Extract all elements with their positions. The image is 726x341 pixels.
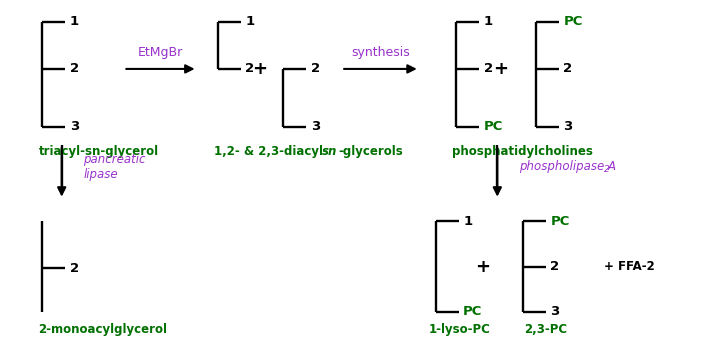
Text: synthesis: synthesis: [351, 46, 409, 59]
Text: 2: 2: [70, 262, 79, 275]
Text: 1: 1: [245, 15, 255, 28]
Text: PC: PC: [550, 215, 570, 228]
Text: +: +: [494, 60, 508, 78]
Text: lipase: lipase: [83, 168, 118, 181]
Text: sn: sn: [322, 145, 337, 158]
Text: +: +: [253, 60, 267, 78]
Text: 2: 2: [70, 62, 79, 75]
Text: triacyl-sn-glycerol: triacyl-sn-glycerol: [38, 145, 158, 158]
Text: 1: 1: [484, 15, 493, 28]
Text: 3: 3: [311, 120, 320, 133]
Text: 2: 2: [563, 62, 573, 75]
Text: 2: 2: [311, 62, 320, 75]
Text: PC: PC: [463, 306, 483, 318]
Text: 3: 3: [550, 306, 560, 318]
Text: phosphatidylcholines: phosphatidylcholines: [452, 145, 593, 158]
Text: PC: PC: [484, 120, 503, 133]
Text: -glycerols: -glycerols: [338, 145, 403, 158]
Text: +: +: [476, 258, 490, 276]
Text: + FFA-2: + FFA-2: [604, 260, 655, 273]
Text: 2-monoacylglycerol: 2-monoacylglycerol: [38, 323, 168, 336]
Text: phospholipase A: phospholipase A: [519, 160, 616, 173]
Text: 1,2- & 2,3-diacyl-: 1,2- & 2,3-diacyl-: [214, 145, 328, 158]
Text: 2: 2: [484, 62, 493, 75]
Text: 1-lyso-PC: 1-lyso-PC: [428, 323, 490, 336]
Text: 3: 3: [70, 120, 79, 133]
Text: 2: 2: [245, 62, 255, 75]
Text: 3: 3: [563, 120, 573, 133]
Text: 1: 1: [463, 215, 473, 228]
Text: 2: 2: [604, 165, 610, 174]
Text: 1: 1: [70, 15, 79, 28]
Text: 2,3-PC: 2,3-PC: [524, 323, 567, 336]
Text: 2: 2: [550, 260, 560, 273]
Text: pancreatic: pancreatic: [83, 153, 146, 166]
Text: PC: PC: [563, 15, 583, 28]
Text: EtMgBr: EtMgBr: [138, 46, 183, 59]
